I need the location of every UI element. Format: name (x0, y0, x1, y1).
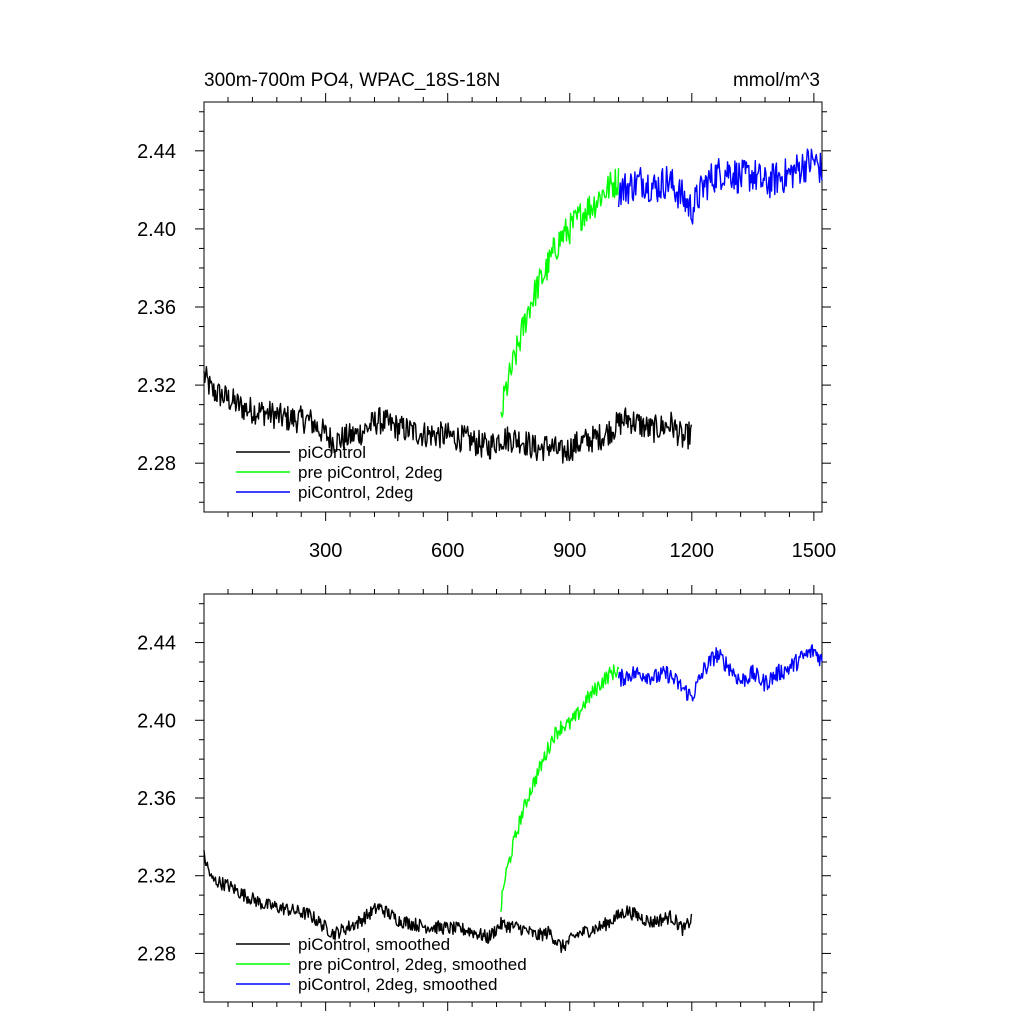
series-line-2 (617, 644, 823, 702)
series-line-1 (499, 664, 620, 912)
top-panel: 300 600 900 1200 1500 2.44 2.40 2.36 2.32 2.28 piC… (137, 93, 836, 562)
x-tick-label: 300 (309, 540, 342, 562)
series-line-2 (617, 148, 823, 225)
y-tick-label: 2.44 (137, 633, 176, 655)
y-tick-label: 2.44 (137, 141, 176, 163)
x-tick-label: 1500 (792, 540, 837, 562)
bottom-panel: 2.442.402.362.322.28 piControl, smoothedp… (137, 585, 831, 1011)
y-tick-label: 2.32 (137, 375, 176, 397)
y-tick-label: 2.36 (137, 297, 176, 319)
units-label: mmol/m^3 (733, 70, 820, 91)
plot-frame (203, 101, 823, 513)
series-line-0 (203, 366, 693, 464)
y-tick-label: 2.40 (137, 710, 176, 732)
series-line-1 (500, 168, 620, 418)
chart-title: 300m-700m PO4, WPAC_18S-18N (204, 70, 500, 91)
x-tick-label: 600 (431, 540, 464, 562)
legend-label: pre piControl, 2deg (298, 463, 443, 482)
x-tick-label: 1200 (670, 540, 715, 562)
legend-label: pre piControl, 2deg, smoothed (298, 955, 527, 974)
y-tick-label: 2.36 (137, 788, 176, 810)
legend-label: piControl, 2deg (298, 483, 413, 502)
y-tick-label: 2.28 (137, 453, 176, 475)
y-tick-label: 2.32 (137, 866, 176, 888)
y-tick-label: 2.28 (137, 943, 176, 965)
legend-label: piControl (298, 443, 366, 462)
y-tick-label: 2.40 (137, 219, 176, 241)
legend-label: piControl, smoothed (298, 935, 450, 954)
x-tick-label: 900 (553, 540, 586, 562)
series-line-0 (203, 850, 693, 954)
legend-label: piControl, 2deg, smoothed (298, 975, 497, 994)
plot-frame (203, 593, 823, 1003)
